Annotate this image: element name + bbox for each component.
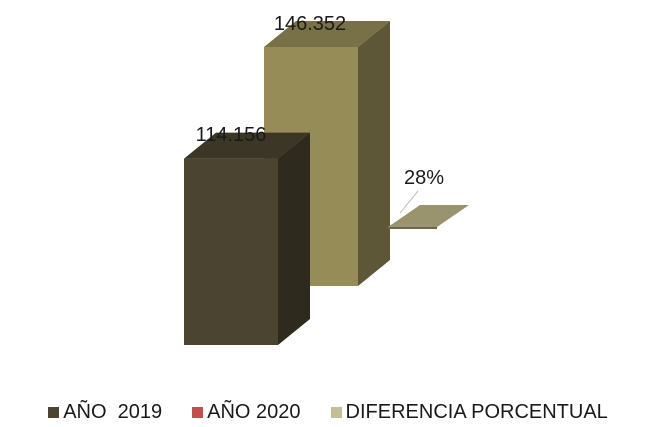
legend-item-2019: AÑO 2019 [48,401,162,424]
data-label-2020: 146.352 [274,13,346,35]
bar-side-0 [278,132,310,345]
legend-item-2020: AÑO 2020 [192,400,301,424]
legend-item-diferencia: DIFERENCIA PORCENTUAL [330,400,608,424]
bar-slab-2 [388,205,469,227]
legend-swatch-diferencia [330,406,342,418]
bar-2 [388,205,469,229]
legend-label-diferencia: DIFERENCIA PORCENTUAL [345,400,608,423]
bar-side-1 [358,21,390,286]
bar-front-0 [184,158,278,345]
bar-1 [264,21,390,286]
data-label-diferencia: 28% [404,167,444,189]
legend-label-2019: AÑO 2019 [63,400,163,423]
labels-group: 146.352 114.156 28% [196,13,444,214]
legend-swatch-2020 [192,406,204,418]
leader-line-diferencia [399,190,419,214]
bar-slab-edge-2 [388,227,437,229]
bar-0 [184,132,310,345]
bar-top-1 [264,21,390,47]
legend-swatch-2019 [48,406,60,418]
bars-group [184,21,469,345]
legend: AÑO 2019 AÑO 2020 DIFERENCIA PORCENTUAL [0,400,656,424]
bar-top-0 [184,132,310,159]
legend-label-2020: AÑO 2020 [207,400,301,423]
data-label-2019: 114.156 [196,124,267,146]
